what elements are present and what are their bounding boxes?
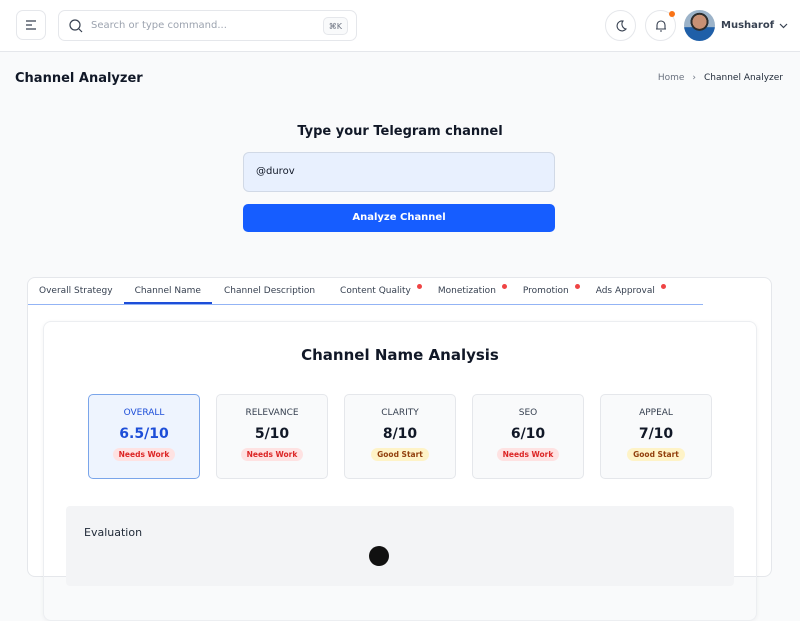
user-menu[interactable]: Musharof [721, 10, 788, 41]
search-placeholder: Search or type command... [91, 20, 227, 31]
notifications-button[interactable] [645, 10, 676, 41]
tab-channel-description[interactable]: Channel Description [212, 278, 329, 304]
score-card-appeal[interactable]: APPEAL 7/10 Good Start [600, 394, 712, 479]
score-label: CLARITY [381, 408, 419, 418]
tab-monetization[interactable]: Monetization [427, 278, 512, 304]
tab-label: Content Quality [340, 286, 411, 296]
bell-icon [655, 20, 666, 32]
moon-icon [616, 19, 627, 31]
tab-bar: Overall Strategy Channel Name Channel De… [28, 278, 703, 305]
tab-channel-name[interactable]: Channel Name [123, 278, 212, 304]
form-title: Type your Telegram channel [297, 124, 503, 139]
analysis-card: Overall Strategy Channel Name Channel De… [27, 277, 772, 621]
breadcrumb-home[interactable]: Home [657, 73, 685, 83]
status-badge: Needs Work [240, 448, 304, 461]
tab-label: Channel Name [134, 286, 201, 296]
avatar[interactable] [684, 10, 715, 41]
alert-dot [416, 284, 422, 289]
chevron-down-icon[interactable] [779, 23, 788, 29]
user-name[interactable]: Musharof [721, 20, 775, 31]
tab-overall-strategy[interactable]: Overall Strategy [28, 278, 124, 304]
menu-toggle-button[interactable] [16, 10, 46, 40]
evaluation-graphic [369, 546, 389, 566]
breadcrumb: Home › Channel Analyzer [658, 73, 783, 83]
status-badge: Good Start [371, 448, 429, 461]
tab-content-quality[interactable]: Content Quality [329, 278, 427, 304]
status-badge: Needs Work [496, 448, 560, 461]
alert-dot [574, 284, 580, 289]
score-card-seo[interactable]: SEO 6/10 Needs Work [472, 394, 584, 479]
alert-dot [501, 284, 507, 289]
score-value: 8/10 [382, 426, 418, 442]
chevron-right-icon: › [692, 73, 697, 83]
status-badge: Needs Work [112, 448, 176, 461]
score-value: 6.5/10 [119, 426, 169, 442]
score-card-overall[interactable]: OVERALL 6.5/10 Needs Work [88, 394, 200, 479]
breadcrumb-current: Channel Analyzer [704, 73, 783, 83]
search-input[interactable]: Search or type command... ⌘K [58, 10, 357, 41]
notification-dot [669, 11, 675, 17]
status-badge: Good Start [627, 448, 685, 461]
theme-toggle-button[interactable] [605, 10, 636, 41]
score-label: SEO [518, 408, 538, 418]
score-value: 6/10 [510, 426, 546, 442]
score-card-clarity[interactable]: CLARITY 8/10 Good Start [344, 394, 456, 479]
analyze-channel-button[interactable]: Analyze Channel [243, 204, 555, 232]
score-label: RELEVANCE [245, 408, 299, 418]
score-card-relevance[interactable]: RELEVANCE 5/10 Needs Work [216, 394, 328, 479]
page-title: Channel Analyzer [15, 71, 143, 86]
shortcut-badge: ⌘K [322, 17, 348, 35]
score-value: 7/10 [638, 426, 674, 442]
tab-label: Promotion [522, 286, 569, 296]
alert-dot [660, 284, 666, 289]
channel-input[interactable]: @durov [243, 152, 555, 192]
tab-ads-approval[interactable]: Ads Approval [585, 278, 671, 304]
channel-name-panel: Channel Name Analysis OVERALL 6.5/10 Nee… [43, 321, 757, 621]
menu-icon [26, 20, 36, 30]
score-value: 5/10 [254, 426, 290, 442]
analysis-title: Channel Name Analysis [301, 346, 499, 364]
tab-label: Ads Approval [595, 286, 655, 296]
evaluation-title: Evaluation [84, 526, 143, 539]
tab-label: Channel Description [223, 286, 316, 296]
score-label: OVERALL [123, 408, 165, 418]
score-label: APPEAL [639, 408, 673, 418]
tab-promotion[interactable]: Promotion [512, 278, 585, 304]
search-icon [69, 18, 83, 32]
tab-label: Monetization [437, 286, 496, 296]
top-header: Search or type command... ⌘K Musharof [0, 0, 800, 52]
tab-label: Overall Strategy [39, 286, 113, 296]
evaluation-section: Evaluation [66, 506, 734, 586]
